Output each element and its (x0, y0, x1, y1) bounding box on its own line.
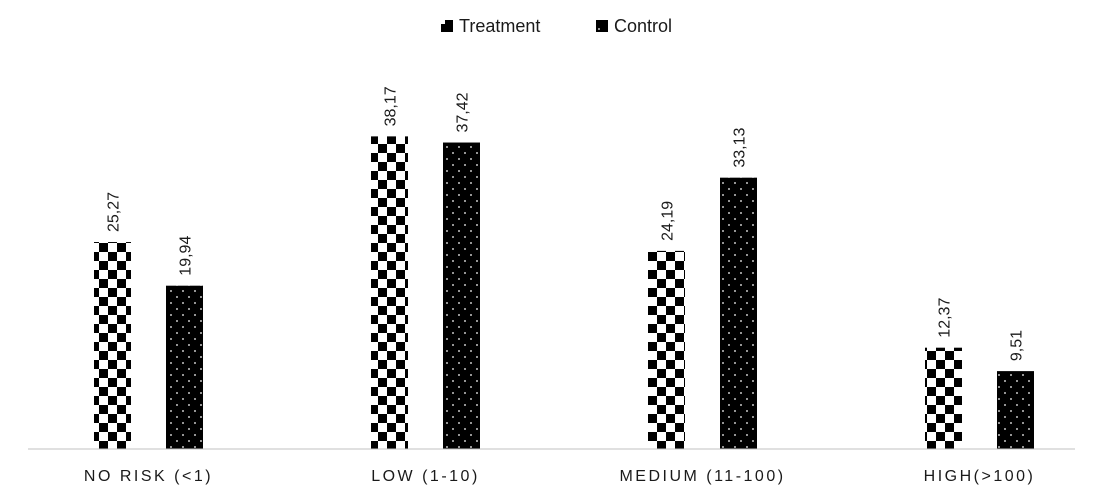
data-label-treatment-3: 12,37 (937, 298, 954, 338)
legend-label-treatment: Treatment (459, 16, 540, 36)
data-labels-group: 25,27 19,94 38,17 37,42 24,19 33,13 12,37 9,51 (106, 86, 1026, 361)
bars-group (94, 136, 1034, 450)
legend-label-control: Control (614, 16, 672, 36)
category-labels-group: NO RISK (<1) LOW (1-10) MEDIUM (11-100) HIG… (84, 468, 1036, 485)
legend-swatch-pattern (598, 28, 600, 30)
data-label-treatment-2: 24,19 (660, 201, 677, 241)
category-label-0: NO RISK (<1) (84, 468, 213, 485)
category-label-3: HIGH(>100) (924, 468, 1036, 485)
data-label-treatment-1: 38,17 (383, 86, 400, 126)
legend-swatch-pattern (441, 20, 445, 24)
category-label-1: LOW (1-10) (371, 468, 480, 485)
bar-control-0 (166, 285, 203, 449)
category-label-2: MEDIUM (11-100) (619, 468, 785, 485)
bar-treatment-3 (925, 347, 962, 449)
bar-control-3 (997, 371, 1034, 449)
data-label-control-3: 9,51 (1009, 330, 1026, 361)
bar-treatment-0 (94, 242, 131, 449)
bar-treatment-1 (371, 136, 408, 449)
data-label-control-2: 33,13 (732, 128, 749, 168)
bar-treatment-2 (648, 250, 685, 449)
data-label-treatment-0: 25,27 (106, 192, 123, 232)
bar-control-2 (720, 177, 757, 450)
legend: Treatment Control (441, 16, 672, 36)
bar-control-1 (443, 142, 480, 449)
data-label-control-0: 19,94 (178, 236, 195, 276)
data-label-control-1: 37,42 (455, 92, 472, 132)
legend-swatch-control (596, 20, 608, 32)
